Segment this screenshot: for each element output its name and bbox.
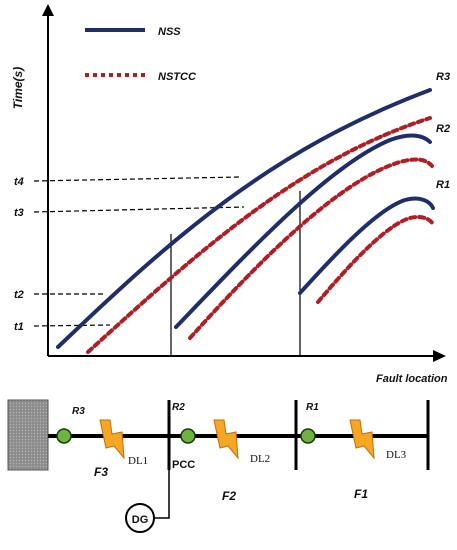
- fault-label-f2: F2: [222, 489, 236, 503]
- fault-f2-bolt-icon: [213, 419, 239, 460]
- legend-nss-label: NSS: [158, 26, 181, 38]
- guide-t1: [33, 324, 111, 327]
- tick-label-t1: t1: [14, 321, 24, 333]
- fault-f1-bolt-icon: [349, 419, 375, 460]
- line-label-dl3: DL3: [386, 449, 407, 461]
- grid-source: [7, 399, 49, 471]
- relay-label-r1: R1: [306, 402, 319, 413]
- curve-label-r3: R3: [436, 71, 450, 83]
- curve-r3-nstcc: [86, 116, 432, 354]
- line-label-dl2: DL2: [250, 453, 270, 465]
- curves: R3 R2 R1: [56, 71, 450, 354]
- curve-label-r2: R2: [436, 123, 450, 135]
- tick-label-t3: t3: [14, 207, 24, 219]
- curve-r2-nss: [174, 133, 432, 329]
- pcc-label: PCC: [172, 459, 195, 471]
- dg-label: DG: [132, 514, 149, 526]
- relay-r2: [180, 428, 196, 444]
- relay-position-markers: [170, 191, 301, 356]
- guide-t4: [33, 176, 241, 182]
- line-label-dl1: DL1: [128, 455, 148, 467]
- tick-label-t2: t2: [14, 289, 24, 301]
- dg-connection: [154, 470, 170, 519]
- curve-r1-nstcc: [316, 214, 435, 304]
- y-axis-arrow: [42, 4, 54, 16]
- dg-source: [125, 503, 155, 533]
- curve-label-r1: R1: [436, 179, 450, 191]
- curve-r2-nstcc: [188, 157, 434, 340]
- fault-f3-bolt-icon: [99, 419, 125, 460]
- x-axis-label: Fault location: [376, 373, 448, 385]
- guide-t3: [33, 206, 245, 213]
- relay-label-r2: R2: [172, 402, 185, 413]
- network-diagram: DG R3 R2 R1 F3 F2 F1 DL1 DL2 DL3 PCC: [7, 399, 430, 533]
- relay-r3: [56, 428, 72, 444]
- curve-r3-nss: [56, 88, 432, 349]
- x-axis-arrow: [433, 350, 446, 362]
- legend: NSS NSTCC: [85, 26, 197, 83]
- y-axis-label: Time(s): [11, 67, 25, 109]
- curve-r1-nss: [298, 196, 435, 295]
- relay-label-r3: R3: [72, 406, 85, 417]
- fault-label-f3: F3: [94, 465, 108, 479]
- tick-label-t4: t4: [14, 176, 24, 188]
- fault-label-f1: F1: [354, 487, 368, 501]
- axes: Time(s) Fault location t4 t3 t2 t1: [11, 4, 448, 385]
- time-guides: [33, 176, 245, 327]
- legend-nstcc-label: NSTCC: [158, 71, 197, 83]
- relay-r1: [300, 428, 316, 444]
